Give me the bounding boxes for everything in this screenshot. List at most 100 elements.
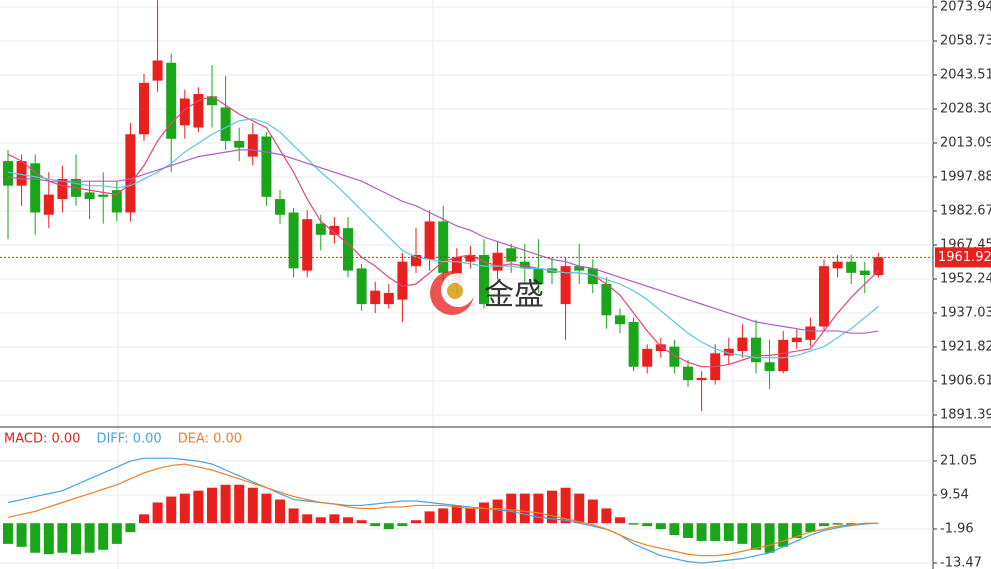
macd-bar	[723, 523, 734, 541]
candle-body	[111, 190, 122, 213]
candle-body	[723, 348, 734, 356]
price-badge	[935, 247, 991, 268]
candle-body	[397, 261, 408, 300]
macd-bar	[805, 523, 816, 533]
y-tick-label: 21.05	[940, 453, 977, 468]
candle-body	[642, 348, 653, 367]
candle-body	[832, 261, 843, 269]
y-tick-label: 2043.51	[940, 68, 991, 83]
candle-body	[533, 268, 544, 285]
candle-body	[43, 194, 54, 215]
macd-bar	[275, 499, 285, 524]
macd-bar	[411, 520, 421, 524]
macd-bar	[356, 520, 367, 524]
macd-bar	[696, 523, 707, 541]
candle-body	[30, 163, 41, 213]
candle-body	[737, 337, 748, 352]
candle-body	[98, 194, 109, 197]
candle-body	[764, 362, 775, 372]
watermark: 金盛	[430, 271, 544, 315]
candle-body	[139, 82, 149, 135]
candle-body	[343, 228, 353, 271]
candle-body	[465, 254, 476, 262]
y-tick-label: 1921.82	[940, 339, 991, 354]
moving-average	[7, 117, 879, 359]
macd-bar	[302, 514, 313, 524]
y-tick-label: 1997.88	[940, 169, 991, 184]
y-tick-label: 2028.30	[940, 102, 991, 117]
macd-bar	[655, 523, 666, 530]
candle-body	[84, 192, 95, 200]
macd-bar	[3, 523, 13, 544]
candle-body	[751, 337, 761, 363]
candle-body	[125, 134, 136, 213]
macd-bar	[737, 523, 748, 544]
candle-body	[329, 225, 340, 235]
candle-body	[778, 339, 789, 372]
macd-bar	[492, 499, 503, 524]
candle-body	[234, 140, 245, 148]
candle-body	[438, 221, 449, 273]
candle-body	[683, 366, 693, 381]
candle-body	[805, 326, 816, 340]
macd-bar	[710, 523, 721, 541]
candle-body	[356, 268, 367, 305]
logo	[447, 283, 463, 299]
macd-bar	[397, 523, 408, 527]
candle-body	[696, 377, 707, 381]
macd-bar	[125, 523, 136, 533]
macd-bar	[587, 499, 598, 524]
macd-bar	[370, 523, 381, 527]
macd-bar	[57, 523, 68, 553]
candle-body	[166, 62, 177, 139]
candle-body	[193, 94, 204, 128]
y-tick-label: -13.47	[940, 556, 982, 569]
candle-body	[601, 284, 612, 316]
macd-bar	[751, 523, 761, 550]
macd-bar	[424, 511, 435, 524]
y-tick-label: 1982.67	[940, 203, 991, 218]
macd-bar	[166, 496, 177, 524]
y-tick-label: 1937.03	[940, 305, 991, 320]
legend-entry: MACD: 0.00	[4, 432, 80, 447]
candle-body	[247, 134, 258, 157]
candle-body	[587, 268, 598, 285]
macd-bar	[533, 493, 544, 524]
candle-body	[16, 161, 27, 186]
y-tick-label: 1906.61	[940, 373, 991, 388]
candle-body	[288, 212, 299, 269]
macd-bar	[207, 487, 217, 524]
candle-body	[615, 315, 625, 325]
candle-body	[220, 107, 231, 141]
macd-bar	[329, 514, 340, 524]
candle-body	[859, 270, 870, 276]
macd-bar	[764, 523, 775, 553]
candle-body	[261, 136, 272, 197]
macd-bar	[846, 523, 857, 525]
macd-bar	[16, 523, 27, 547]
macd-bar	[193, 490, 204, 524]
candle-body	[560, 266, 571, 305]
candle-body	[370, 290, 381, 305]
candle-body	[275, 199, 285, 215]
macd-bar	[519, 493, 530, 524]
candle-body	[574, 266, 585, 271]
macd-bar	[438, 508, 449, 524]
macd-bar	[152, 502, 163, 524]
candle-body	[479, 254, 489, 305]
macd-bar	[628, 523, 639, 525]
candle-body	[302, 219, 313, 271]
candle-body	[819, 266, 829, 327]
macd-bar	[261, 493, 272, 524]
macd-bar	[139, 514, 149, 524]
candle-body	[315, 223, 326, 235]
candle-body	[506, 248, 517, 262]
macd-bar	[574, 493, 585, 524]
watermark-text: 金盛	[484, 278, 544, 313]
macd-bar	[791, 523, 802, 538]
candle-body	[492, 252, 503, 271]
macd-bar	[669, 523, 680, 536]
candle-body	[383, 292, 394, 305]
candle-body	[57, 178, 68, 200]
